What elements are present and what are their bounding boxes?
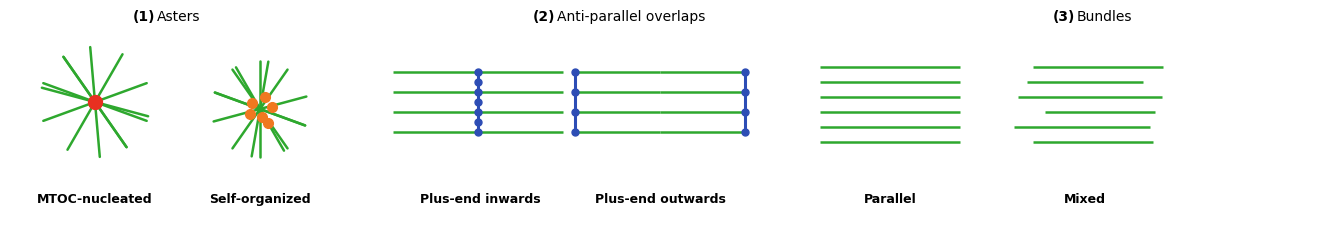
Text: Self-organized: Self-organized — [210, 192, 310, 205]
Text: Anti-parallel overlaps: Anti-parallel overlaps — [556, 10, 706, 24]
Text: MTOC-nucleated: MTOC-nucleated — [38, 192, 153, 205]
Text: Parallel: Parallel — [864, 192, 917, 205]
Text: Bundles: Bundles — [1077, 10, 1133, 24]
Text: Plus-end outwards: Plus-end outwards — [594, 192, 726, 205]
Text: Mixed: Mixed — [1064, 192, 1106, 205]
Text: (3): (3) — [1052, 10, 1075, 24]
Text: (1): (1) — [133, 10, 155, 24]
Text: Asters: Asters — [157, 10, 200, 24]
Text: (2): (2) — [532, 10, 555, 24]
Text: Plus-end inwards: Plus-end inwards — [419, 192, 540, 205]
